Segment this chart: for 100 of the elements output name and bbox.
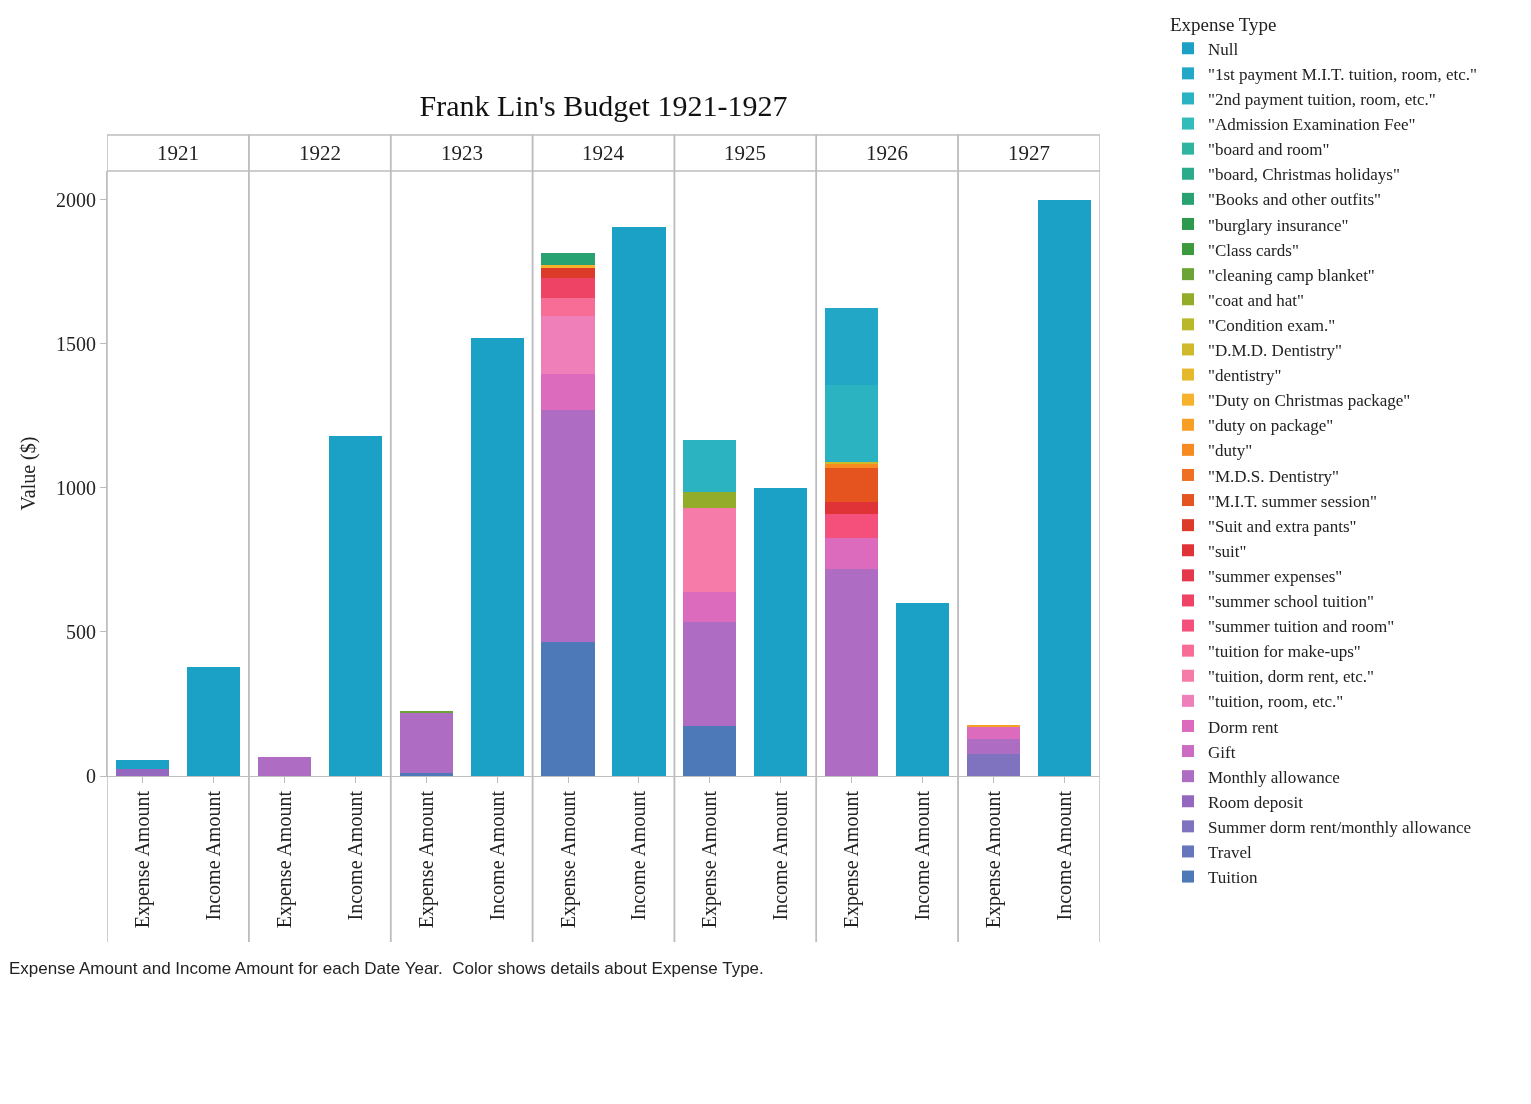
x-tick-label: Expense Amount xyxy=(982,790,1006,929)
legend-title: Expense Type xyxy=(1170,13,1277,35)
x-tick-label: Expense Amount xyxy=(840,790,864,929)
x-tick-label: Income Amount xyxy=(1053,790,1076,921)
bar xyxy=(399,773,453,776)
bar xyxy=(541,374,595,411)
x-tick-label: Income Amount xyxy=(343,790,366,921)
legend-label: "tuition, dorm rent, etc." xyxy=(1208,667,1374,687)
legend-label: Gift xyxy=(1208,742,1236,762)
x-tick-label: Expense Amount xyxy=(414,790,438,929)
bar xyxy=(541,264,595,268)
text: 1921 xyxy=(157,141,199,165)
legend-label: Monthly allowance xyxy=(1208,767,1340,787)
y-tick-label: 500 xyxy=(66,620,96,643)
x-tick-label: Expense Amount xyxy=(272,790,296,929)
bar xyxy=(541,642,595,776)
legend-label: Tuition xyxy=(1208,868,1258,888)
bar xyxy=(754,487,808,776)
legend-label: "summer expenses" xyxy=(1208,566,1343,586)
legend-label: "tuition, room, etc." xyxy=(1208,692,1344,712)
bar xyxy=(257,757,311,776)
bar xyxy=(541,410,595,643)
x-tick-label: Income Amount xyxy=(911,790,934,921)
bar xyxy=(967,754,1021,776)
bar xyxy=(470,338,524,776)
text: 1924 xyxy=(582,141,625,165)
legend-label: Dorm rent xyxy=(1208,717,1279,737)
y-tick-label: 1000 xyxy=(56,476,96,499)
bar xyxy=(541,297,595,317)
legend-label: "suit" xyxy=(1208,541,1247,561)
legend-label: "dentistry" xyxy=(1208,366,1282,386)
bar xyxy=(612,227,666,776)
bar xyxy=(399,712,453,774)
legend-label: "cleaning camp blanket" xyxy=(1208,265,1375,285)
legend-label: "Books and other outfits" xyxy=(1208,190,1382,210)
y-tick-label: 2000 xyxy=(56,188,96,211)
legend-label: "duty" xyxy=(1208,441,1253,461)
bar xyxy=(825,502,879,514)
legend-label: Travel xyxy=(1208,843,1253,863)
bar xyxy=(328,436,382,776)
bar xyxy=(825,467,879,503)
bar xyxy=(541,267,595,278)
legend-label: "Class cards" xyxy=(1208,240,1299,260)
legend-label: Null xyxy=(1208,39,1239,59)
legend-label: "Admission Examination Fee" xyxy=(1208,115,1416,135)
text: 1923 xyxy=(441,141,483,165)
bar xyxy=(683,508,737,592)
bar xyxy=(825,538,879,569)
legend-label: Summer dorm rent/monthly allowance xyxy=(1208,817,1471,837)
legend-label: "summer school tuition" xyxy=(1208,592,1374,612)
text: 1927 xyxy=(1008,141,1050,165)
text: Expense Amount and Income Amount for each Date Year. Color shows details about Expense Type. xyxy=(9,959,764,978)
legend-label: "Condition exam." xyxy=(1208,315,1336,335)
bar xyxy=(115,760,170,769)
x-tick-label: Income Amount xyxy=(627,790,650,921)
legend-label: "1st payment M.I.T. tuition, room, etc." xyxy=(1208,64,1477,84)
x-tick-label: Expense Amount xyxy=(556,790,580,929)
y-axis-title: Value ($) xyxy=(16,436,40,511)
legend-label: "M.D.S. Dentistry" xyxy=(1208,466,1339,486)
bar xyxy=(115,768,170,776)
bar xyxy=(541,316,595,375)
x-tick-label: Income Amount xyxy=(485,790,508,921)
legend-label: "M.I.T. summer session" xyxy=(1208,491,1377,511)
legend-label: Room deposit xyxy=(1208,792,1304,812)
legend-label: "burglary insurance" xyxy=(1208,215,1349,235)
bar xyxy=(683,591,737,622)
legend-label: "2nd payment tuition, room, etc." xyxy=(1208,90,1436,110)
x-tick-label: Income Amount xyxy=(769,790,792,921)
x-tick-label: Expense Amount xyxy=(698,790,722,929)
legend-label: "coat and hat" xyxy=(1208,290,1305,310)
bar xyxy=(825,568,879,776)
text: 1925 xyxy=(724,141,766,165)
text: 1922 xyxy=(299,141,341,165)
bar xyxy=(825,461,879,464)
bar xyxy=(896,603,950,776)
x-tick-label: Expense Amount xyxy=(130,790,154,929)
legend-label: "board, Christmas holidays" xyxy=(1208,165,1400,185)
legend-label: "Suit and extra pants" xyxy=(1208,516,1357,536)
bar xyxy=(683,492,737,509)
y-tick-label: 1500 xyxy=(56,332,96,355)
legend-label: "D.M.D. Dentistry" xyxy=(1208,341,1342,361)
y-tick-label: 0 xyxy=(86,765,96,787)
text: 1926 xyxy=(866,141,908,165)
legend-label: "board and room" xyxy=(1208,140,1330,160)
legend-label: "tuition for make-ups" xyxy=(1208,642,1361,662)
bar xyxy=(1037,199,1092,776)
bar xyxy=(541,253,595,265)
bar xyxy=(967,738,1021,755)
legend-label: "Duty on Christmas package" xyxy=(1208,391,1411,411)
legend-label: "duty on package" xyxy=(1208,416,1334,436)
bar xyxy=(825,513,879,539)
chart-title: Frank Lin's Budget 1921-1927 xyxy=(419,88,788,122)
bar xyxy=(967,727,1021,739)
bar xyxy=(683,621,737,726)
legend-label: "summer tuition and room" xyxy=(1208,617,1395,637)
bar xyxy=(825,463,879,468)
bar xyxy=(541,277,595,298)
bar xyxy=(683,440,737,493)
bar xyxy=(186,666,240,776)
x-tick-label: Income Amount xyxy=(201,790,224,921)
